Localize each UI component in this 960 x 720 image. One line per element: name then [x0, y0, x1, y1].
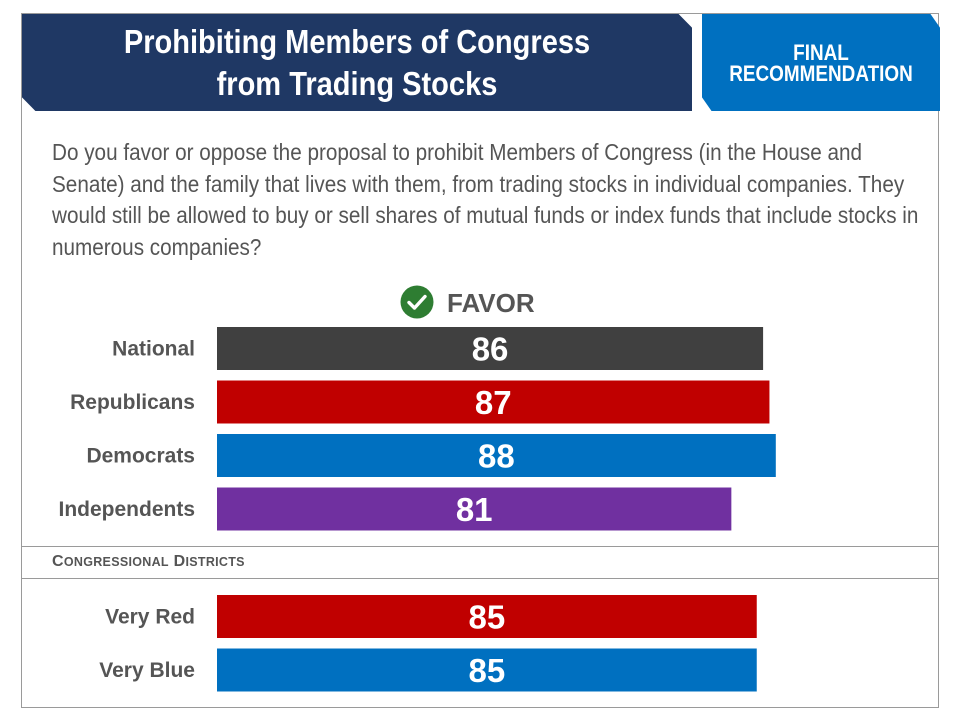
- section-divider-bottom: [22, 578, 938, 579]
- badge-label: FINAL RECOMMENDATION: [729, 39, 913, 86]
- check-circle-icon: [400, 285, 434, 319]
- bar-democrats: [217, 434, 776, 477]
- category-label-national: National: [112, 338, 195, 361]
- category-label-independents: Independents: [58, 498, 195, 521]
- category-label-very-red: Very Red: [105, 606, 195, 629]
- bar-republicans: [217, 380, 770, 424]
- bar-national: [217, 327, 764, 370]
- page-title: Prohibiting Members of Congress from Tra…: [123, 22, 591, 102]
- favor-label: FAVOR: [447, 288, 535, 318]
- section-label: CONGRESSIONAL DISTRICTS: [52, 553, 245, 570]
- category-label-democrats: Democrats: [86, 445, 195, 468]
- bar-very-red: [217, 595, 757, 638]
- value-label-republicans: 87: [475, 384, 512, 421]
- value-label-very-blue: 85: [469, 652, 506, 689]
- title-banner: [22, 14, 692, 111]
- final-recommendation-badge: [702, 14, 940, 111]
- value-label-democrats: 88: [478, 438, 515, 475]
- category-label-republicans: Republicans: [70, 391, 195, 414]
- value-label-independents: 81: [456, 491, 493, 528]
- category-label-very-blue: Very Blue: [99, 659, 195, 682]
- survey-question: Do you favor or oppose the proposal to p…: [52, 139, 919, 260]
- value-label-very-red: 85: [469, 599, 506, 636]
- section-divider-top: [22, 546, 938, 547]
- bar-very-blue: [217, 648, 757, 692]
- bar-independents: [217, 487, 732, 531]
- value-label-national: 86: [472, 331, 509, 368]
